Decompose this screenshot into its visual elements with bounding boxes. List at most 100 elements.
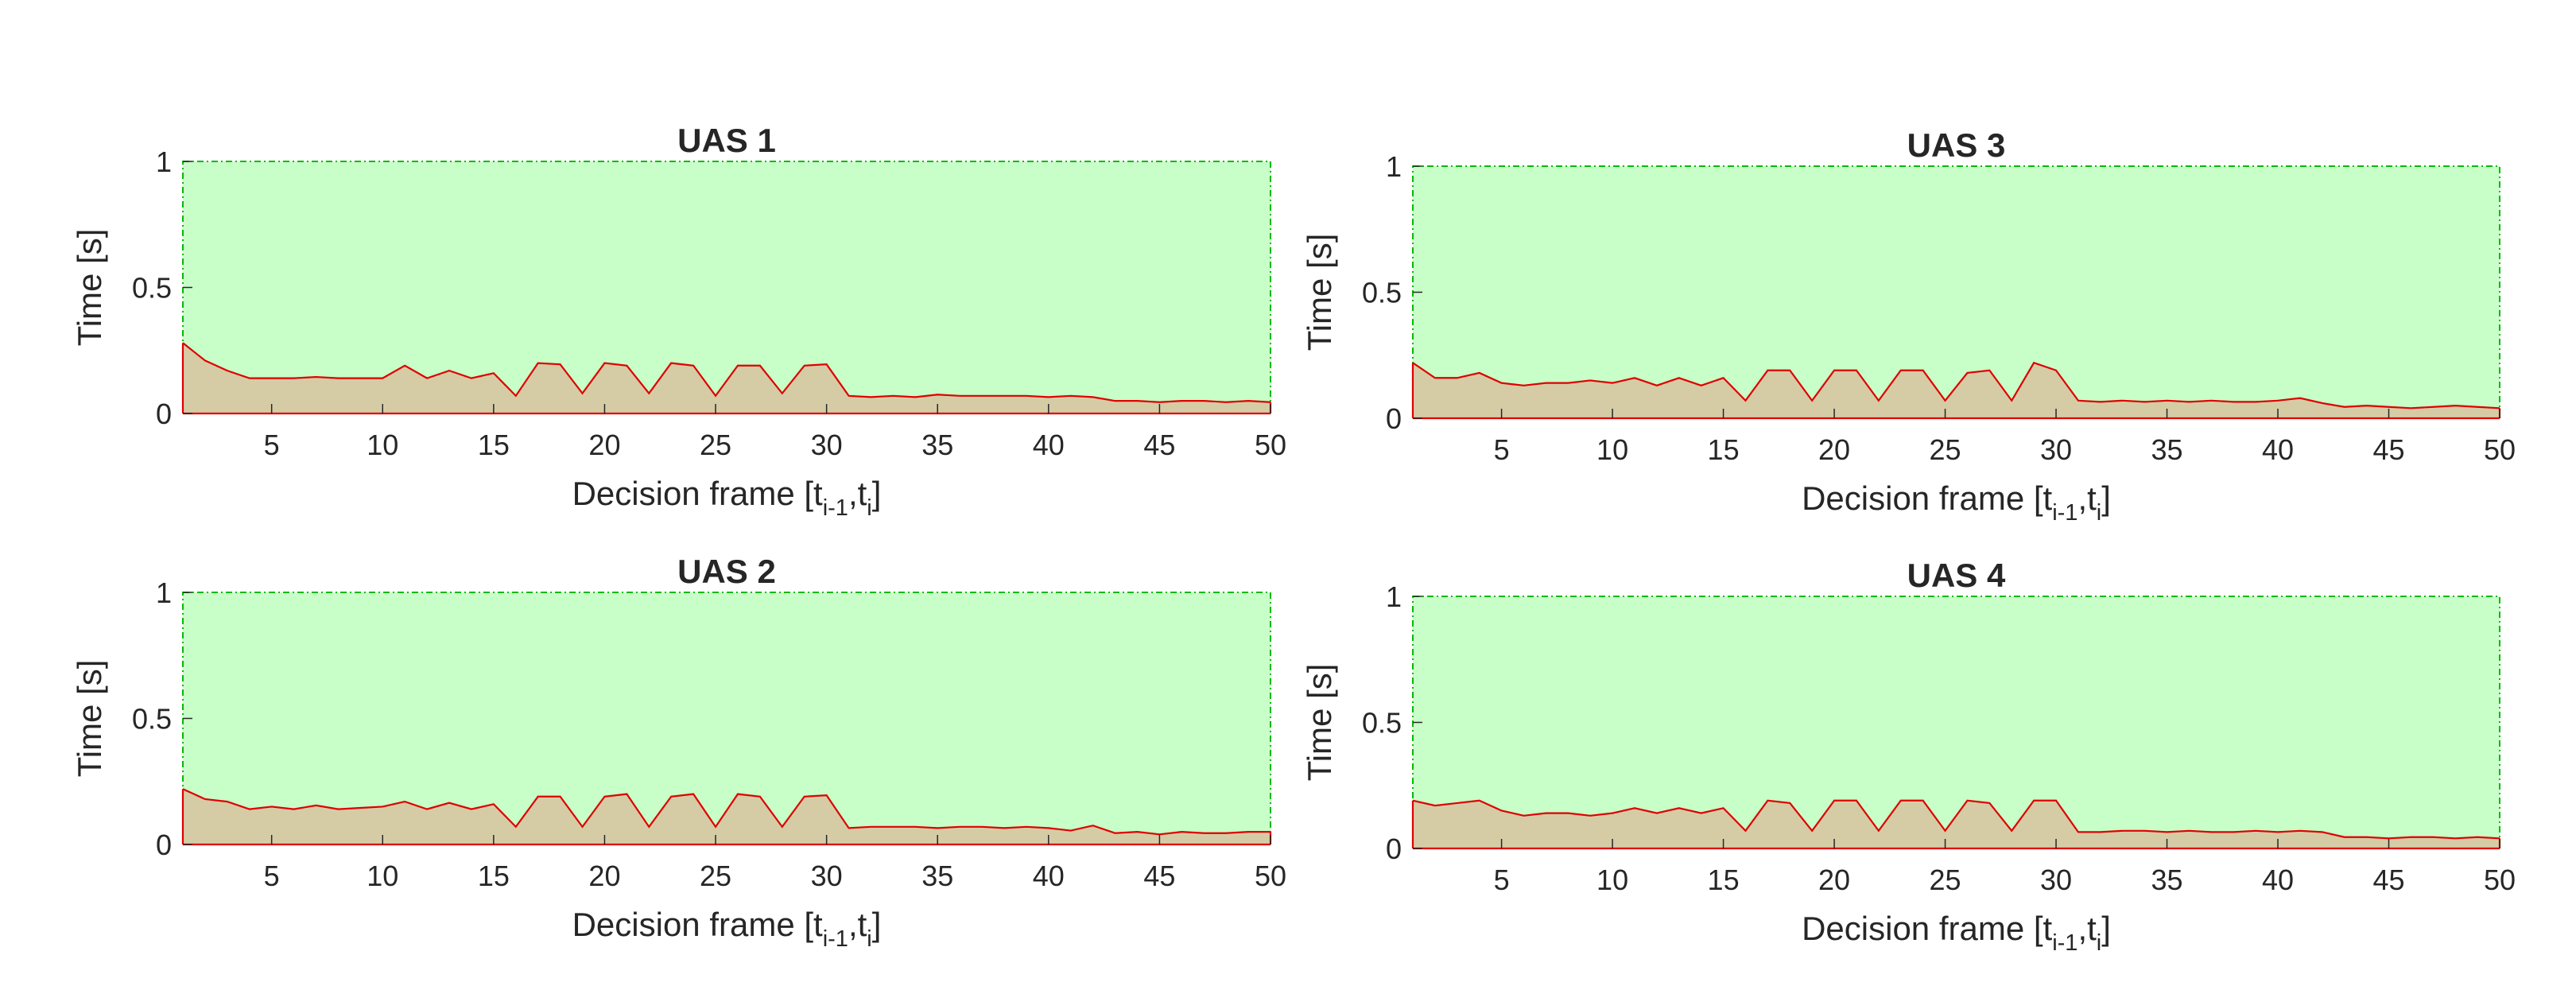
x-tick-label: 40 xyxy=(1033,860,1065,892)
x-axis-label-part: ] xyxy=(2101,479,2111,517)
x-axis-label-part: ,t xyxy=(2077,910,2097,947)
series-area xyxy=(183,789,1271,844)
x-tick-label: 15 xyxy=(478,429,510,461)
y-tick-label: 1 xyxy=(156,146,172,178)
x-tick-label: 20 xyxy=(588,429,620,461)
x-tick-label: 20 xyxy=(1818,864,1850,896)
x-axis-label-part: ,t xyxy=(848,475,867,512)
x-tick-label: 40 xyxy=(2262,433,2294,466)
x-axis-label-subscript: i xyxy=(2097,930,2101,956)
x-tick-label: 25 xyxy=(700,429,731,461)
x-tick-label: 45 xyxy=(2372,864,2404,896)
chart-panel-4: 5 10 15 20 25 30 35 40 45 50 0 0.5 1 UAS 4 Time [s] Dec… xyxy=(1301,557,2516,956)
y-tick-label: 0 xyxy=(156,829,172,861)
chart-title: UAS 1 xyxy=(677,122,776,159)
series-line xyxy=(1412,799,2500,840)
x-axis-label-subscript: i-1 xyxy=(2052,500,2077,526)
y-axis-label: Time [s] xyxy=(1301,664,1338,782)
y-axis-label: Time [s] xyxy=(1301,234,1338,351)
x-tick-label: 30 xyxy=(2040,433,2072,466)
series-area xyxy=(1413,363,2500,418)
x-axis-label-subscript: i xyxy=(867,495,871,521)
envelope-area xyxy=(1412,596,2500,849)
x-tick-label: 20 xyxy=(1818,433,1850,466)
x-tick-label: 5 xyxy=(264,429,280,461)
x-tick-label: 10 xyxy=(1596,864,1628,896)
x-tick-label: 50 xyxy=(1255,429,1286,461)
x-axis-label-part: ,t xyxy=(2077,479,2097,517)
x-axis-label-part: Decision frame [t xyxy=(572,475,823,512)
x-tick-label: 45 xyxy=(1143,860,1175,892)
x-tick-label: 50 xyxy=(1255,860,1286,892)
x-tick-label: 20 xyxy=(588,860,620,892)
x-tick-label: 50 xyxy=(2484,433,2516,466)
chart-panel-1: 5 10 15 20 25 30 35 40 45 50 0 0.5 1 UAS 1 Time [s] Dec… xyxy=(71,122,1286,521)
series-line xyxy=(182,342,1271,403)
x-tick-label: 5 xyxy=(1494,433,1510,466)
y-tick-label: 0 xyxy=(1386,833,1402,865)
x-tick-label: 45 xyxy=(1143,429,1175,461)
x-axis-label: Decision frame [ti-1,ti] xyxy=(1802,910,2111,956)
x-tick-label: 5 xyxy=(264,860,280,892)
chart-panel-3: 5 10 15 20 25 30 35 40 45 50 0 0.5 1 UAS 3 Time [s] Dec… xyxy=(1301,126,2516,526)
x-axis-label-part: Decision frame [t xyxy=(1802,479,2052,517)
x-tick-label: 25 xyxy=(700,860,731,892)
y-axis-label: Time [s] xyxy=(71,229,108,347)
y-axis-label: Time [s] xyxy=(71,660,108,778)
x-axis-label: Decision frame [ti-1,ti] xyxy=(1802,479,2111,526)
x-tick-label: 10 xyxy=(367,429,398,461)
y-tick-label: 1 xyxy=(156,576,172,609)
series-line xyxy=(1412,361,2500,410)
x-tick-label: 25 xyxy=(1930,433,1961,466)
y-tick-label: 0.5 xyxy=(132,272,172,305)
envelope-area xyxy=(1412,165,2500,419)
y-tick-label: 0.5 xyxy=(1362,277,1402,309)
x-axis-label: Decision frame [ti-1,ti] xyxy=(572,906,882,952)
chart-title: UAS 3 xyxy=(1907,126,2006,164)
y-tick-label: 0.5 xyxy=(132,703,172,736)
envelope-area xyxy=(182,592,1271,845)
x-axis-label: Decision frame [ti-1,ti] xyxy=(572,475,882,521)
x-tick-label: 10 xyxy=(1596,433,1628,466)
x-tick-label: 15 xyxy=(1708,433,1740,466)
x-tick-label: 15 xyxy=(1708,864,1740,896)
x-axis-label-subscript: i-1 xyxy=(823,926,848,952)
x-tick-label: 50 xyxy=(2484,864,2516,896)
y-tick-label: 0 xyxy=(1386,402,1402,435)
y-tick-label: 1 xyxy=(1386,150,1402,183)
series-area xyxy=(1413,800,2500,848)
x-tick-label: 40 xyxy=(2262,864,2294,896)
x-axis-label-subscript: i xyxy=(2097,500,2101,526)
x-axis-label-part: ] xyxy=(2101,910,2111,947)
x-axis-label-subscript: i-1 xyxy=(2052,930,2077,956)
x-tick-label: 25 xyxy=(1930,864,1961,896)
x-tick-label: 35 xyxy=(921,860,953,892)
y-tick-label: 1 xyxy=(1386,580,1402,613)
x-axis-label-subscript: i-1 xyxy=(823,495,848,521)
chart-title: UAS 4 xyxy=(1907,557,2006,594)
x-tick-label: 30 xyxy=(811,860,843,892)
x-tick-label: 35 xyxy=(921,429,953,461)
x-tick-label: 30 xyxy=(811,429,843,461)
x-axis-label-part: ,t xyxy=(848,906,867,943)
x-tick-label: 5 xyxy=(1494,864,1510,896)
x-axis-label-part: ] xyxy=(872,906,882,943)
x-axis-label-part: ] xyxy=(872,475,882,512)
x-tick-label: 40 xyxy=(1033,429,1065,461)
x-axis-label-part: Decision frame [t xyxy=(572,906,823,943)
y-tick-label: 0.5 xyxy=(1362,707,1402,740)
chart-panel-2: 5 10 15 20 25 30 35 40 45 50 0 0.5 1 UAS 2 Time [s] Dec… xyxy=(71,553,1286,952)
x-axis-label-subscript: i xyxy=(867,926,871,952)
series-line xyxy=(182,788,1271,836)
chart-title: UAS 2 xyxy=(677,553,776,590)
envelope-area xyxy=(182,161,1271,414)
x-tick-label: 45 xyxy=(2372,433,2404,466)
x-tick-label: 35 xyxy=(2151,433,2183,466)
x-tick-label: 15 xyxy=(478,860,510,892)
x-tick-label: 35 xyxy=(2151,864,2183,896)
x-tick-label: 10 xyxy=(367,860,398,892)
x-tick-label: 30 xyxy=(2040,864,2072,896)
x-axis-label-part: Decision frame [t xyxy=(1802,910,2052,947)
y-tick-label: 0 xyxy=(156,398,172,430)
